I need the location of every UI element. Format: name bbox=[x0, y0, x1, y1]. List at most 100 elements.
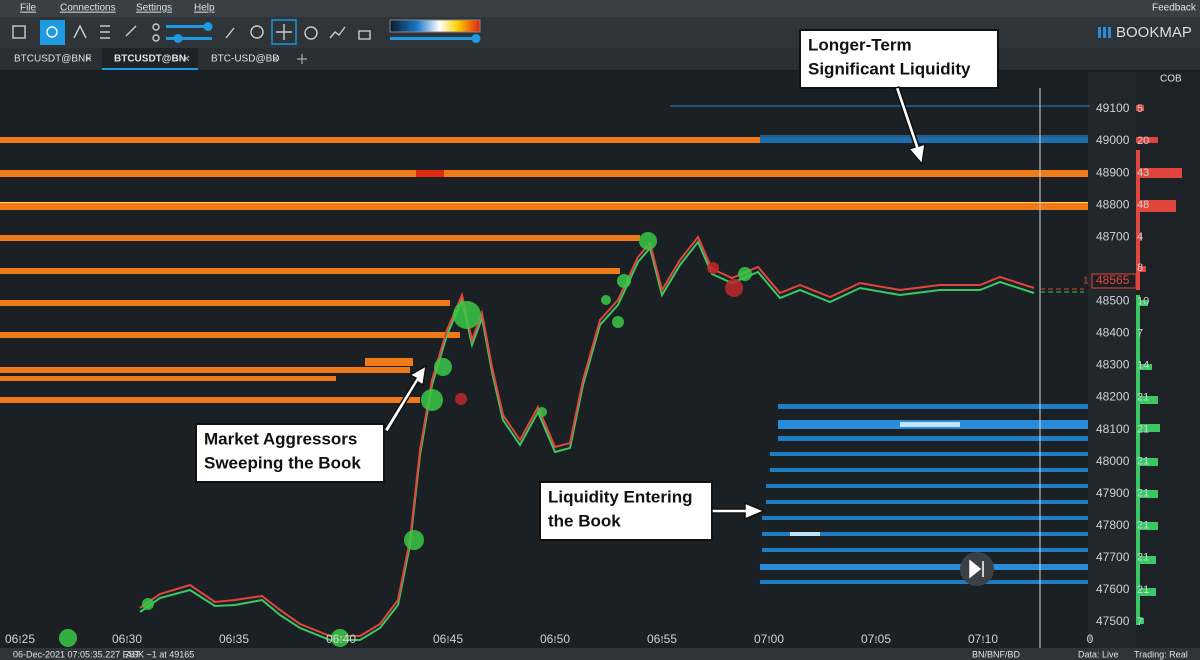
tool-icon[interactable] bbox=[125, 25, 137, 37]
feedback-link[interactable]: Feedback bbox=[1152, 3, 1197, 14]
current-price-box bbox=[1091, 273, 1137, 289]
toolbar-icons bbox=[12, 19, 371, 45]
brand-name: BOOKMAP bbox=[1116, 24, 1192, 41]
cob-value: 7 bbox=[1137, 616, 1143, 628]
cob-value: 48 bbox=[1137, 199, 1149, 211]
tool-icon[interactable] bbox=[271, 19, 297, 45]
cob-value: 8 bbox=[1137, 262, 1143, 274]
tab-close[interactable] bbox=[183, 55, 190, 62]
tool-icon[interactable] bbox=[329, 26, 346, 39]
status-feeds: BN/BNF/BD bbox=[972, 649, 1021, 659]
cob-value: 7 bbox=[1137, 327, 1143, 339]
tab-close[interactable] bbox=[272, 55, 279, 62]
cob-value: 5 bbox=[1137, 103, 1143, 115]
cob-value: 14 bbox=[1137, 359, 1149, 371]
annotation-text: Liquidity Entering bbox=[548, 487, 693, 506]
status-bar bbox=[0, 648, 1200, 660]
annotation-box bbox=[539, 481, 713, 541]
tool-icon[interactable] bbox=[276, 24, 292, 40]
tab-add[interactable] bbox=[297, 54, 307, 64]
annotations: Longer-Term Significant Liquidity Market… bbox=[195, 29, 999, 541]
replay-icon bbox=[969, 559, 984, 579]
menu-bar bbox=[0, 0, 1200, 17]
cob-header: COB bbox=[1160, 74, 1182, 85]
tab-active bbox=[102, 48, 198, 70]
tool-icon[interactable] bbox=[46, 26, 58, 38]
time-label: 07:10 bbox=[968, 632, 998, 646]
time-label: 0 bbox=[1087, 632, 1094, 646]
price-label: 48700 bbox=[1096, 229, 1130, 243]
status-data: Data: Live bbox=[1078, 649, 1119, 659]
slider[interactable] bbox=[166, 37, 212, 40]
tool-icon[interactable] bbox=[152, 34, 160, 42]
menu-item[interactable]: Connections bbox=[60, 3, 116, 14]
status-timestamp: 06-Dec-2021 07:05:35.227 EST bbox=[13, 649, 141, 659]
cob-value: 21 bbox=[1137, 456, 1149, 468]
status-trading: Trading: Real bbox=[1134, 649, 1188, 659]
tool-icon[interactable] bbox=[12, 25, 26, 39]
tool-icon[interactable] bbox=[250, 25, 264, 39]
tool-icon[interactable] bbox=[358, 30, 371, 40]
tool-active[interactable] bbox=[40, 20, 65, 45]
price-label: 48500 bbox=[1096, 294, 1130, 308]
price-label: 47800 bbox=[1096, 518, 1130, 532]
annotation-arrows bbox=[382, 86, 926, 521]
slider-knob[interactable] bbox=[203, 22, 213, 31]
annotation-text: Sweeping the Book bbox=[204, 453, 361, 472]
tool-icon[interactable] bbox=[100, 25, 110, 39]
menu-item[interactable]: File bbox=[20, 3, 37, 14]
time-label: 07:05 bbox=[861, 632, 891, 646]
tab-indicator bbox=[102, 68, 198, 70]
slider[interactable] bbox=[390, 37, 480, 40]
annotation-text: Longer-Term bbox=[808, 35, 912, 54]
status-ask: ASK ~1 at 49165 bbox=[126, 649, 194, 659]
cob-value: 21 bbox=[1137, 488, 1149, 500]
menu-item[interactable]: Help bbox=[194, 3, 215, 14]
price-label: 48300 bbox=[1096, 358, 1130, 372]
tab-close[interactable] bbox=[85, 55, 92, 62]
brand-logo bbox=[1098, 27, 1111, 38]
current-price: 48565 bbox=[1096, 273, 1130, 287]
cob-value: 43 bbox=[1137, 167, 1149, 179]
price-label: 47900 bbox=[1096, 486, 1130, 500]
annotation-box bbox=[799, 29, 999, 89]
current-price-marker: 1 bbox=[1083, 276, 1089, 287]
price-label: 48200 bbox=[1096, 390, 1130, 404]
price-label: 48900 bbox=[1096, 165, 1130, 179]
price-label: 49100 bbox=[1096, 101, 1130, 115]
time-label: 06:25 bbox=[5, 632, 35, 646]
trade-bubbles bbox=[59, 232, 752, 647]
annotation-text: the Book bbox=[548, 511, 621, 530]
cob-value: 21 bbox=[1137, 584, 1149, 596]
slider-knob[interactable] bbox=[173, 34, 183, 43]
tool-icon[interactable] bbox=[225, 27, 235, 39]
cob-value: 10 bbox=[1137, 295, 1149, 307]
tab-label[interactable]: BTC-USD@BD bbox=[211, 54, 280, 65]
slider-knob[interactable] bbox=[471, 34, 481, 43]
price-label: 49000 bbox=[1096, 133, 1130, 147]
heatmap-area bbox=[0, 72, 1088, 648]
tool-icon[interactable] bbox=[152, 23, 160, 31]
slider[interactable] bbox=[166, 25, 212, 28]
heatmap-palette[interactable] bbox=[389, 19, 481, 33]
tab-label[interactable]: BTCUSDT@BN bbox=[114, 54, 186, 65]
toolbar bbox=[0, 17, 1200, 48]
cob-value: 21 bbox=[1137, 552, 1149, 564]
price-axis bbox=[1088, 72, 1136, 648]
tool-icon[interactable] bbox=[73, 24, 87, 39]
cob-histogram bbox=[1136, 105, 1182, 625]
cob-value: 21 bbox=[1137, 424, 1149, 436]
annotation-text: Market Aggressors bbox=[204, 429, 357, 448]
menu-item[interactable]: Settings bbox=[136, 3, 172, 14]
cob-value: 21 bbox=[1137, 520, 1149, 532]
price-label: 48100 bbox=[1096, 422, 1130, 436]
tool-icon[interactable] bbox=[304, 26, 318, 40]
cob-value: 20 bbox=[1137, 135, 1149, 147]
time-label: 06:30 bbox=[112, 632, 142, 646]
price-label: 47600 bbox=[1096, 582, 1130, 596]
annotation-box bbox=[195, 423, 385, 483]
price-label: 47500 bbox=[1096, 614, 1130, 628]
tab-label[interactable]: BTCUSDT@BNF bbox=[14, 54, 91, 65]
